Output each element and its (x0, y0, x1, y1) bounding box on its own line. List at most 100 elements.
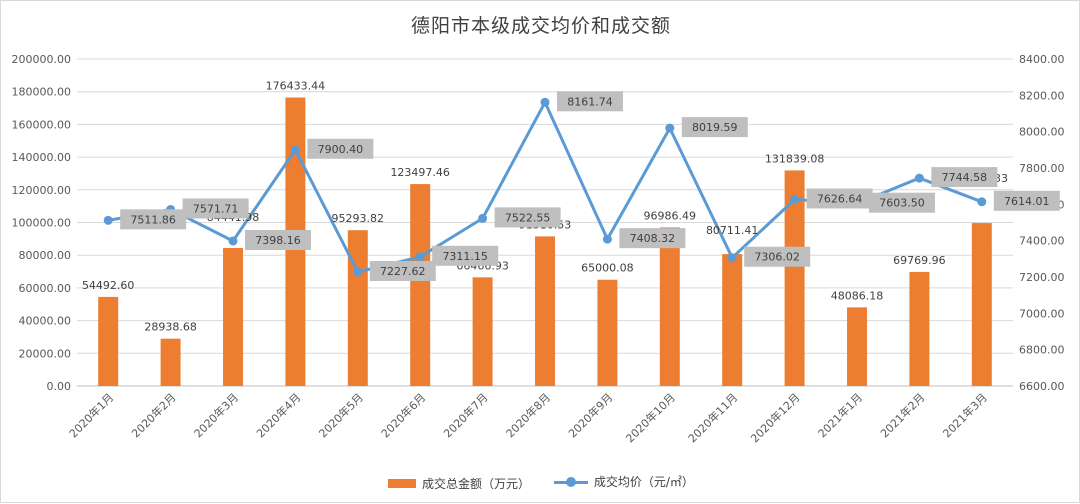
x-tick-label: 2020年12月 (748, 390, 803, 445)
bar-data-label: 69769.96 (893, 254, 946, 267)
bar (659, 227, 680, 386)
legend-bar-label: 成交总金额（万元） (422, 476, 531, 491)
line-label-box (494, 207, 561, 228)
y-left-tick-label: 80000.00 (19, 249, 72, 262)
line-point (415, 252, 425, 262)
line-label-box (245, 230, 311, 251)
line-data-label: 7398.16 (255, 234, 301, 247)
bar (909, 271, 930, 386)
line-label-box (432, 245, 499, 266)
legend-line-swatch (553, 476, 588, 488)
line-data-label: 7626.64 (817, 192, 863, 205)
bar (160, 338, 181, 386)
bar-data-label: 96986.49 (644, 209, 697, 222)
bar-data-label: 80711.41 (706, 224, 759, 237)
line-data-label: 7744.58 (942, 171, 988, 184)
line-label-box (369, 260, 436, 281)
line-point (290, 145, 300, 155)
y-left-tick-label: 120000.00 (12, 184, 72, 197)
line-data-label: 8161.74 (567, 95, 613, 108)
line-data-label: 7311.15 (442, 250, 488, 263)
chart-title: 德阳市本级成交均价和成交额 (410, 15, 671, 37)
x-tick-label: 2020年6月 (378, 390, 428, 440)
y-left-tick-label: 20000.00 (19, 347, 72, 360)
legend: 成交总金额（万元） 成交均价（元/㎡） (1, 473, 1080, 492)
line-label-box (681, 117, 748, 138)
bar-data-label: 176433.44 (266, 80, 326, 93)
line-label-box (931, 167, 998, 188)
line-label-box (869, 192, 935, 213)
x-tick-label: 2020年1月 (66, 390, 116, 440)
line-label-box (993, 190, 1060, 211)
x-tick-label: 2021年2月 (877, 390, 927, 440)
bar (971, 223, 992, 386)
line-label-box (619, 228, 686, 249)
x-tick-label: 2020年9月 (565, 390, 615, 440)
x-tick-label: 2020年11月 (685, 390, 740, 445)
x-tick-label: 2020年3月 (191, 390, 241, 440)
line-data-label: 7603.50 (879, 197, 925, 210)
x-tick-label: 2021年1月 (815, 390, 865, 440)
bar (784, 170, 805, 386)
line-point (914, 173, 924, 183)
bar (410, 184, 431, 386)
bar (347, 230, 368, 386)
x-tick-label: 2020年10月 (623, 390, 678, 445)
bar-data-label: 54492.60 (82, 279, 135, 292)
y-right-tick-label: 6800.00 (1019, 344, 1065, 357)
y-left-tick-label: 200000.00 (12, 53, 72, 66)
bar-data-label: 131839.08 (765, 152, 825, 165)
y-right-tick-label: 7400.00 (1019, 235, 1065, 248)
bar (597, 279, 618, 386)
bar (472, 277, 493, 386)
bar (223, 247, 243, 386)
line-label-box (307, 138, 374, 159)
line-data-label: 7408.32 (630, 232, 676, 245)
x-tick-label: 2020年7月 (441, 390, 491, 440)
line-data-label: 8019.59 (692, 121, 738, 134)
line-label-box (806, 188, 873, 209)
line-point (540, 97, 550, 107)
y-right-tick-label: 7800.00 (1019, 162, 1065, 175)
y-left-tick-label: 0.00 (47, 380, 72, 393)
line-data-label: 7900.40 (318, 143, 364, 156)
bar (98, 296, 119, 386)
line-point (665, 123, 675, 133)
bar-data-label: 48086.18 (831, 289, 884, 302)
line-label-box (557, 91, 623, 112)
y-right-tick-label: 8000.00 (1019, 126, 1065, 139)
bar-data-label: 65000.08 (581, 262, 634, 275)
y-right-tick-label: 7200.00 (1019, 271, 1065, 284)
line-data-label: 7571.71 (193, 202, 239, 215)
line-point (353, 267, 363, 277)
bar (722, 254, 743, 386)
line-label-box (744, 246, 811, 267)
bar-data-label: 28938.68 (144, 321, 197, 334)
y-right-tick-label: 8400.00 (1019, 53, 1065, 66)
line-label-box (182, 198, 249, 219)
bar (535, 236, 555, 386)
line-point (103, 215, 113, 225)
line-data-label: 7306.02 (754, 251, 800, 264)
line-data-label: 7511.86 (130, 213, 176, 226)
line-point (228, 236, 238, 246)
y-left-tick-label: 160000.00 (12, 118, 72, 131)
legend-bar-swatch (388, 478, 417, 488)
line-data-label: 7227.62 (380, 265, 426, 278)
x-tick-label: 2021年3月 (940, 390, 990, 440)
line-label-box (120, 209, 187, 230)
bar-data-label: 95293.82 (332, 212, 385, 225)
x-tick-label: 2020年8月 (503, 390, 553, 440)
x-tick-label: 2020年5月 (316, 390, 366, 440)
line-point (790, 194, 800, 204)
line-point (727, 253, 737, 263)
line-data-label: 7614.01 (1004, 195, 1050, 208)
line-point (478, 213, 488, 223)
legend-item-line: 成交均价（元/㎡） (553, 473, 694, 490)
y-left-tick-label: 180000.00 (12, 86, 72, 99)
bar (847, 307, 867, 386)
legend-item-bar: 成交总金额（万元） (388, 475, 530, 492)
bar-data-label: 123497.46 (390, 166, 450, 179)
